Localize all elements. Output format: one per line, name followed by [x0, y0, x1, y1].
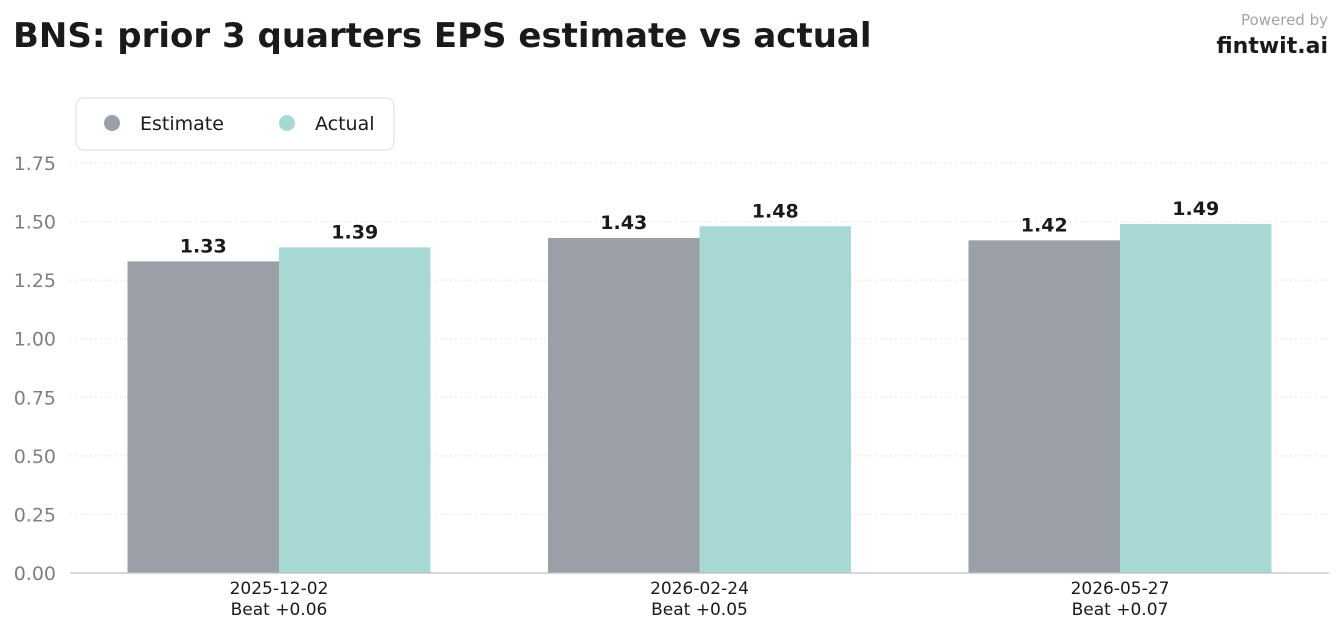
bar-estimate-3	[968, 240, 1120, 574]
bar-estimate-1	[127, 261, 279, 573]
x-tick-sublabel: Beat +0.06	[231, 600, 328, 620]
data-label: 1.39	[331, 221, 378, 243]
legend-estimate-label: Estimate	[140, 113, 224, 135]
y-tick-label: 0.75	[14, 387, 56, 409]
y-tick-label: 1.75	[14, 153, 56, 175]
data-labels: 1.33 1.39 1.43 1.48 1.42 1.49	[180, 198, 1219, 257]
bar-actual-2	[699, 226, 851, 573]
bars	[127, 223, 1272, 574]
powered-by-label: Powered by	[1241, 11, 1328, 29]
bar-actual-1	[279, 247, 431, 574]
legend-box	[75, 97, 395, 151]
y-tick-label: 0.00	[14, 563, 56, 585]
x-tick-label: 2025-12-02	[230, 579, 329, 599]
legend-actual-label: Actual	[315, 113, 375, 135]
x-tick-label: 2026-05-27	[1071, 579, 1170, 599]
brand-name[interactable]: fintwit.ai	[1216, 34, 1328, 59]
x-tick-sublabel: Beat +0.07	[1072, 600, 1169, 620]
x-tick-label: 2026-02-24	[650, 579, 749, 599]
chart-title: BNS: prior 3 quarters EPS estimate vs ac…	[13, 16, 872, 56]
x-tick-sublabel: Beat +0.05	[651, 600, 748, 620]
y-tick-label: 0.25	[14, 504, 56, 526]
y-tick-label: 0.50	[14, 446, 56, 468]
y-axis-ticks: 0.00 0.25 0.50 0.75 1.00 1.25 1.50 1.75	[14, 153, 56, 585]
y-tick-label: 1.00	[14, 329, 56, 351]
y-tick-label: 1.50	[14, 212, 56, 234]
bar-estimate-2	[548, 237, 700, 573]
legend-actual-marker	[279, 115, 295, 131]
data-label: 1.33	[180, 235, 227, 257]
y-tick-label: 1.25	[14, 270, 56, 292]
legend: Estimate Actual	[75, 97, 395, 151]
data-label: 1.42	[1021, 214, 1068, 236]
data-label: 1.43	[600, 212, 647, 234]
data-label: 1.48	[752, 200, 799, 222]
legend-estimate-marker	[104, 115, 120, 131]
data-label: 1.49	[1172, 198, 1219, 220]
bar-actual-3	[1120, 223, 1272, 573]
